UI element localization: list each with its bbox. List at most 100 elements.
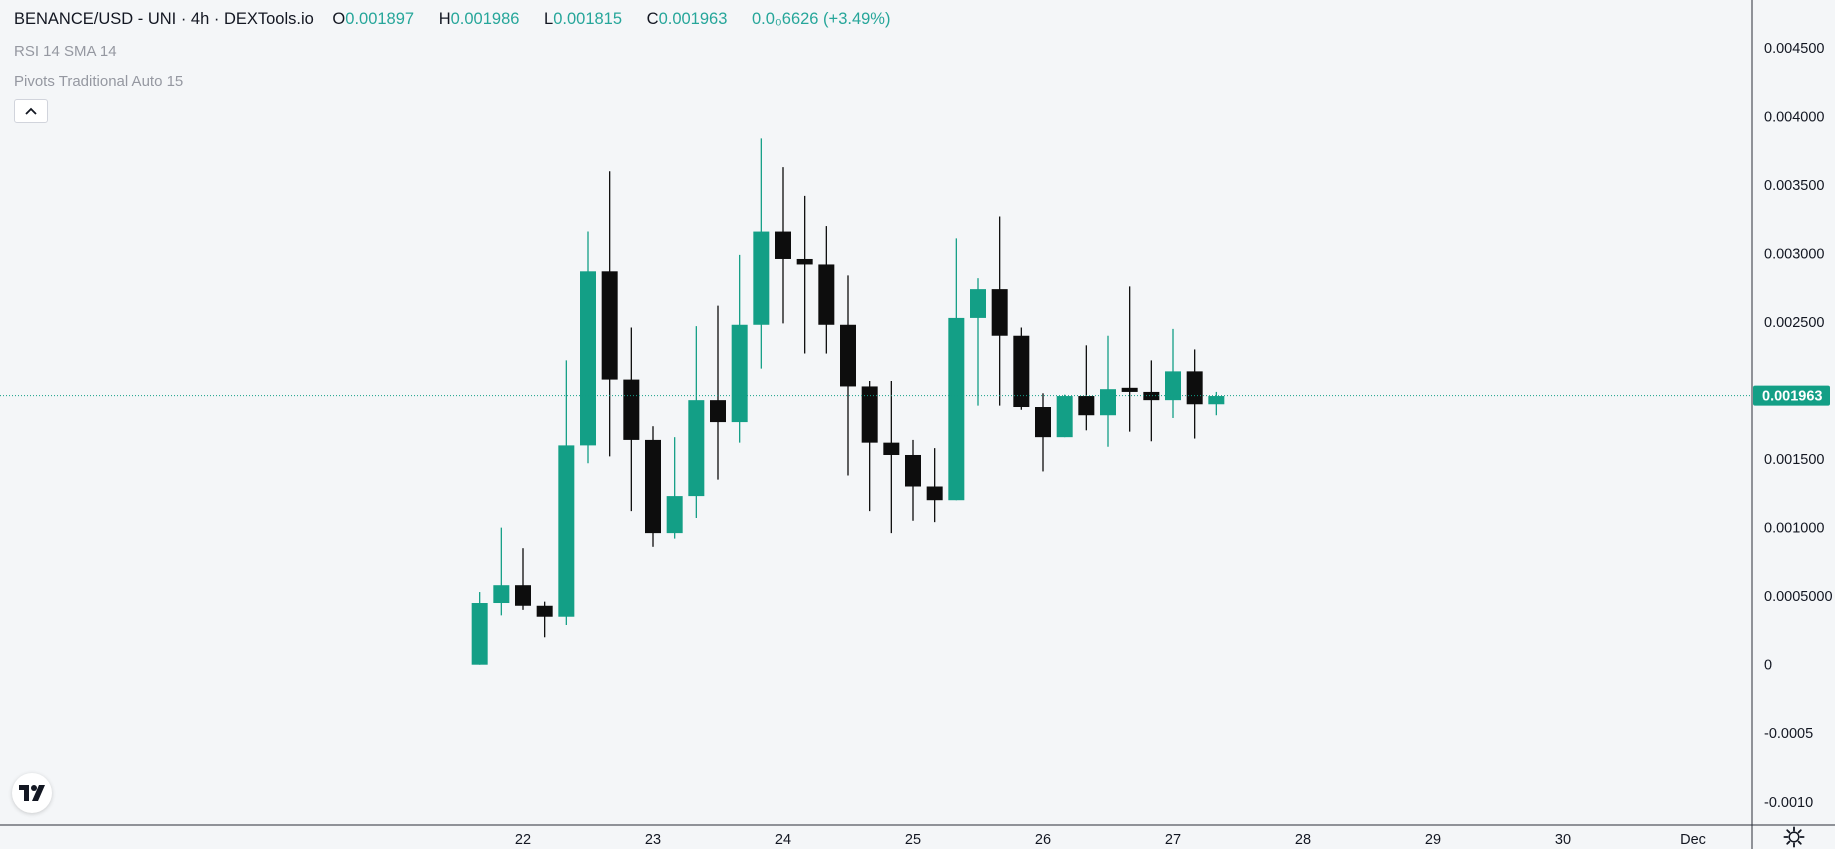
candle[interactable] bbox=[861, 380, 878, 512]
candle[interactable] bbox=[818, 226, 835, 354]
candle[interactable] bbox=[1078, 345, 1095, 431]
candle[interactable] bbox=[536, 601, 553, 638]
open-value: O0.001897 bbox=[332, 10, 415, 28]
candle[interactable] bbox=[580, 231, 596, 464]
candle-body bbox=[1013, 335, 1030, 408]
candle[interactable] bbox=[796, 195, 813, 354]
candle-body bbox=[1100, 389, 1116, 416]
candle[interactable] bbox=[710, 305, 726, 480]
candle[interactable] bbox=[623, 327, 640, 512]
candle[interactable] bbox=[731, 254, 748, 443]
y-tick-label: 0.001000 bbox=[1764, 521, 1824, 537]
candle-body bbox=[775, 231, 791, 259]
y-tick-label: 0.003000 bbox=[1764, 246, 1824, 262]
candle-body bbox=[1208, 396, 1225, 405]
y-tick-label: 0.003500 bbox=[1764, 178, 1824, 194]
candle[interactable] bbox=[775, 167, 791, 324]
candle-body bbox=[796, 258, 813, 265]
tradingview-logo-icon[interactable] bbox=[12, 773, 52, 813]
candle-body bbox=[818, 264, 835, 325]
candle-body bbox=[1121, 387, 1138, 392]
candle-body bbox=[536, 605, 553, 617]
candle[interactable] bbox=[1186, 349, 1203, 439]
candle-body bbox=[948, 317, 965, 501]
close-value: C0.001963 bbox=[646, 10, 728, 28]
candle[interactable] bbox=[753, 138, 770, 369]
chart-legend: BENANCE/USD - UNI · 4h · DEXTools.io O0.… bbox=[14, 10, 900, 29]
x-tick-label: 23 bbox=[645, 832, 661, 848]
candle[interactable] bbox=[905, 439, 921, 521]
candle-body bbox=[991, 289, 1008, 336]
ohlc-values: O0.001897 H0.001986 L0.001815 C0.001963 … bbox=[332, 10, 900, 28]
x-tick-label: 28 bbox=[1295, 832, 1311, 848]
candle-body bbox=[580, 271, 596, 446]
candle-body bbox=[861, 386, 878, 443]
y-tick-label: -0.0010 bbox=[1764, 795, 1813, 811]
x-tick-label: 29 bbox=[1425, 832, 1441, 848]
time-axis-panel[interactable] bbox=[0, 825, 1835, 849]
candle[interactable] bbox=[645, 426, 661, 547]
low-value: L0.001815 bbox=[544, 10, 623, 28]
candle-body bbox=[710, 400, 726, 423]
candle[interactable] bbox=[688, 326, 705, 519]
indicator-pivots[interactable]: Pivots Traditional Auto 15 bbox=[14, 73, 184, 90]
candle-body bbox=[731, 324, 748, 423]
gear-icon[interactable] bbox=[1783, 826, 1805, 848]
candle-body bbox=[926, 486, 943, 501]
candle[interactable] bbox=[558, 360, 575, 625]
last-price-badge bbox=[1753, 385, 1830, 406]
candle-body bbox=[753, 231, 770, 325]
indicator-rsi[interactable]: RSI 14 SMA 14 bbox=[14, 43, 117, 60]
candle-body bbox=[1186, 371, 1203, 405]
candle[interactable] bbox=[666, 437, 683, 539]
x-tick-label: 26 bbox=[1035, 832, 1051, 848]
candle[interactable] bbox=[1208, 391, 1225, 416]
candle[interactable] bbox=[840, 275, 856, 476]
candle[interactable] bbox=[1165, 328, 1181, 418]
x-tick-label: 22 bbox=[515, 832, 531, 848]
y-tick-label: 0.002500 bbox=[1764, 315, 1824, 331]
candle[interactable] bbox=[1056, 394, 1073, 438]
candle-body bbox=[493, 585, 510, 604]
x-tick-label: 24 bbox=[775, 832, 791, 848]
candle-body bbox=[1078, 396, 1095, 416]
candle[interactable] bbox=[926, 448, 943, 523]
candle-body bbox=[1143, 391, 1160, 401]
collapse-legend-button[interactable] bbox=[14, 99, 48, 123]
candle[interactable] bbox=[1143, 360, 1160, 442]
candle-body bbox=[601, 271, 618, 380]
y-tick-label: 0.004500 bbox=[1764, 41, 1824, 57]
candle-body bbox=[1165, 371, 1181, 401]
candle-body bbox=[515, 585, 531, 606]
candle[interactable] bbox=[1121, 286, 1138, 432]
candle-body bbox=[688, 400, 705, 497]
candle[interactable] bbox=[1013, 327, 1030, 410]
candle[interactable] bbox=[948, 238, 965, 501]
x-tick-label: Dec bbox=[1680, 832, 1706, 848]
candle-body bbox=[840, 324, 856, 387]
candle-body bbox=[666, 496, 683, 534]
candle-body bbox=[623, 379, 640, 440]
candle[interactable] bbox=[991, 216, 1008, 406]
candle-body bbox=[645, 439, 661, 534]
candle[interactable] bbox=[1035, 393, 1051, 472]
candle[interactable] bbox=[1100, 335, 1116, 447]
candle-body bbox=[905, 454, 921, 487]
candle-body bbox=[558, 445, 575, 617]
candle-body bbox=[1035, 407, 1051, 438]
y-tick-label: 0.004000 bbox=[1764, 109, 1824, 125]
candle[interactable] bbox=[471, 592, 488, 665]
candle[interactable] bbox=[601, 171, 618, 457]
candle[interactable] bbox=[515, 548, 531, 610]
price-axis-panel[interactable] bbox=[1752, 0, 1835, 849]
candle[interactable] bbox=[883, 380, 900, 534]
x-tick-label: 30 bbox=[1555, 832, 1571, 848]
last-price-label: 0.001963 bbox=[1762, 389, 1822, 405]
x-tick-label: 25 bbox=[905, 832, 921, 848]
high-value: H0.001986 bbox=[438, 10, 520, 28]
symbol-title[interactable]: BENANCE/USD - UNI · 4h · DEXTools.io bbox=[14, 10, 314, 28]
candle[interactable] bbox=[970, 278, 986, 406]
candle[interactable] bbox=[493, 527, 510, 616]
